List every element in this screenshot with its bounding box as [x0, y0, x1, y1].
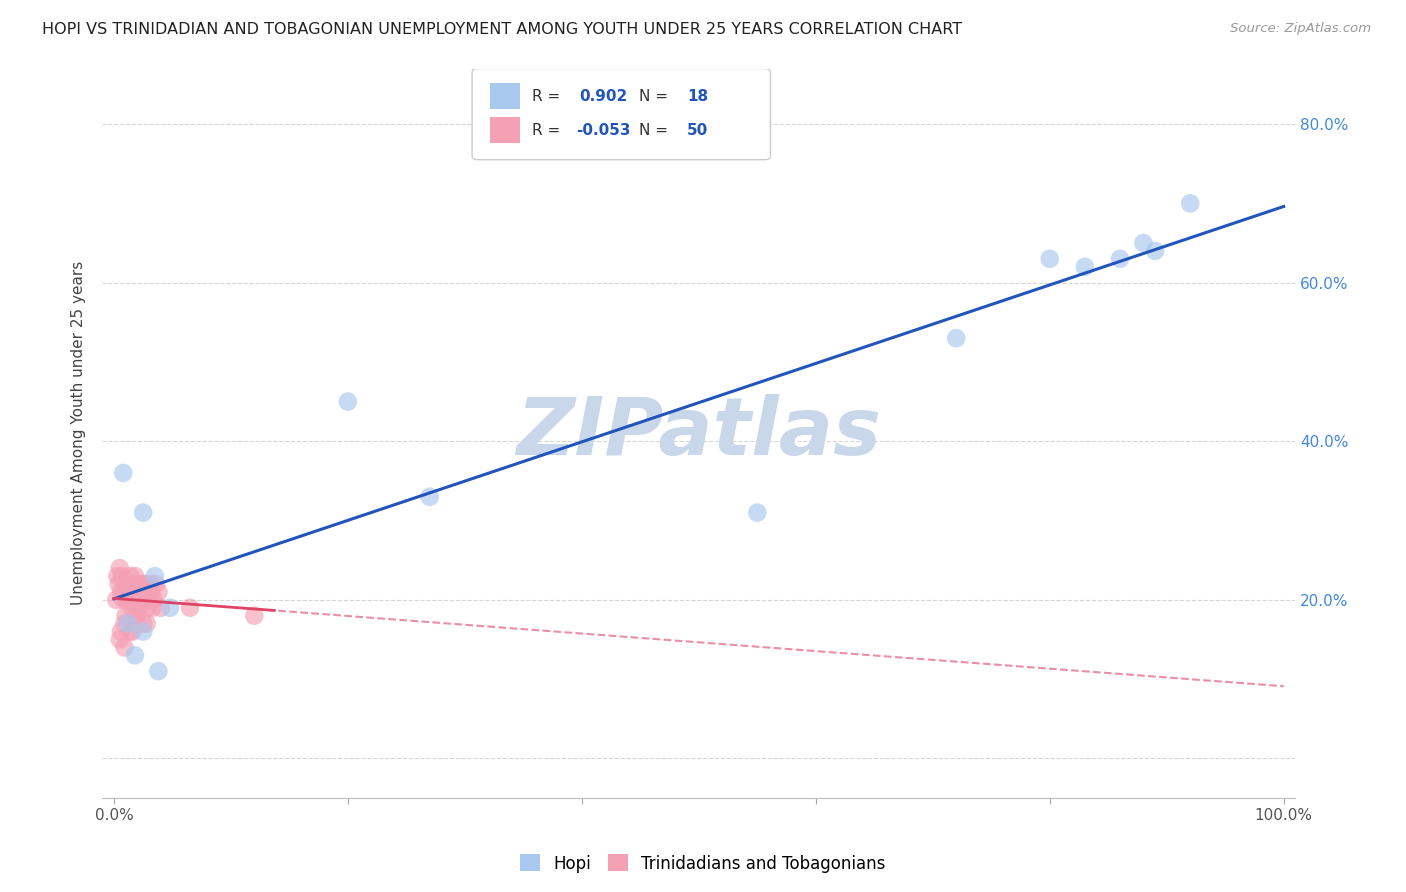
- Bar: [491, 118, 520, 143]
- Point: [120, 569, 142, 583]
- Point: [1132, 235, 1154, 250]
- Text: ZIPatlas: ZIPatlas: [516, 394, 882, 472]
- Point: [110, 624, 132, 639]
- Text: R =: R =: [531, 88, 565, 103]
- Point: [114, 585, 136, 599]
- Point: [145, 577, 167, 591]
- Point: [114, 577, 136, 591]
- Point: [132, 624, 155, 639]
- Point: [107, 569, 129, 583]
- Text: Source: ZipAtlas.com: Source: ZipAtlas.com: [1230, 22, 1371, 36]
- Point: [143, 569, 166, 583]
- Point: [120, 600, 142, 615]
- Point: [148, 585, 170, 599]
- Point: [107, 577, 129, 591]
- Point: [136, 600, 159, 615]
- Point: [134, 577, 156, 591]
- Bar: [491, 83, 520, 109]
- Point: [141, 585, 163, 599]
- Point: [131, 577, 153, 591]
- FancyBboxPatch shape: [472, 69, 770, 160]
- Y-axis label: Unemployment Among Youth under 25 years: Unemployment Among Youth under 25 years: [72, 261, 86, 606]
- Point: [118, 585, 141, 599]
- Point: [336, 394, 359, 409]
- Point: [129, 592, 152, 607]
- Point: [124, 648, 146, 663]
- Point: [945, 331, 967, 345]
- Text: N =: N =: [640, 88, 673, 103]
- Point: [419, 490, 441, 504]
- Point: [1178, 196, 1201, 211]
- Point: [105, 592, 128, 607]
- Point: [127, 608, 149, 623]
- Text: 0.902: 0.902: [579, 88, 627, 103]
- Point: [747, 506, 769, 520]
- Point: [127, 600, 149, 615]
- Point: [114, 616, 136, 631]
- Point: [111, 569, 134, 583]
- Point: [114, 608, 136, 623]
- Point: [1074, 260, 1097, 274]
- Point: [141, 600, 163, 615]
- Point: [179, 600, 201, 615]
- Point: [135, 616, 157, 631]
- Point: [1144, 244, 1167, 258]
- Point: [108, 632, 131, 647]
- Point: [1039, 252, 1062, 266]
- Point: [243, 608, 266, 623]
- Point: [122, 585, 145, 599]
- Point: [115, 592, 138, 607]
- Point: [112, 592, 135, 607]
- Point: [127, 577, 149, 591]
- Point: [138, 592, 160, 607]
- Point: [121, 577, 143, 591]
- Point: [1109, 252, 1132, 266]
- Point: [117, 616, 139, 631]
- Point: [128, 585, 150, 599]
- Point: [110, 585, 132, 599]
- Point: [117, 577, 139, 591]
- Point: [148, 664, 170, 678]
- Text: -0.053: -0.053: [576, 123, 630, 138]
- Point: [108, 561, 131, 575]
- Point: [142, 592, 165, 607]
- Point: [139, 577, 162, 591]
- Point: [149, 600, 172, 615]
- Point: [114, 640, 136, 655]
- Point: [112, 466, 135, 480]
- Text: HOPI VS TRINIDADIAN AND TOBAGONIAN UNEMPLOYMENT AMONG YOUTH UNDER 25 YEARS CORRE: HOPI VS TRINIDADIAN AND TOBAGONIAN UNEMP…: [42, 22, 962, 37]
- Text: N =: N =: [640, 123, 673, 138]
- Text: R =: R =: [531, 123, 565, 138]
- Point: [132, 616, 155, 631]
- Point: [132, 585, 155, 599]
- Point: [125, 592, 148, 607]
- Point: [120, 592, 142, 607]
- Point: [135, 585, 157, 599]
- Legend: Hopi, Trinidadians and Tobagonians: Hopi, Trinidadians and Tobagonians: [513, 847, 893, 880]
- Point: [134, 592, 156, 607]
- Point: [132, 506, 155, 520]
- Text: 50: 50: [688, 123, 709, 138]
- Point: [124, 569, 146, 583]
- Point: [125, 608, 148, 623]
- Text: 18: 18: [688, 88, 709, 103]
- Point: [121, 624, 143, 639]
- Point: [120, 624, 142, 639]
- Point: [159, 600, 181, 615]
